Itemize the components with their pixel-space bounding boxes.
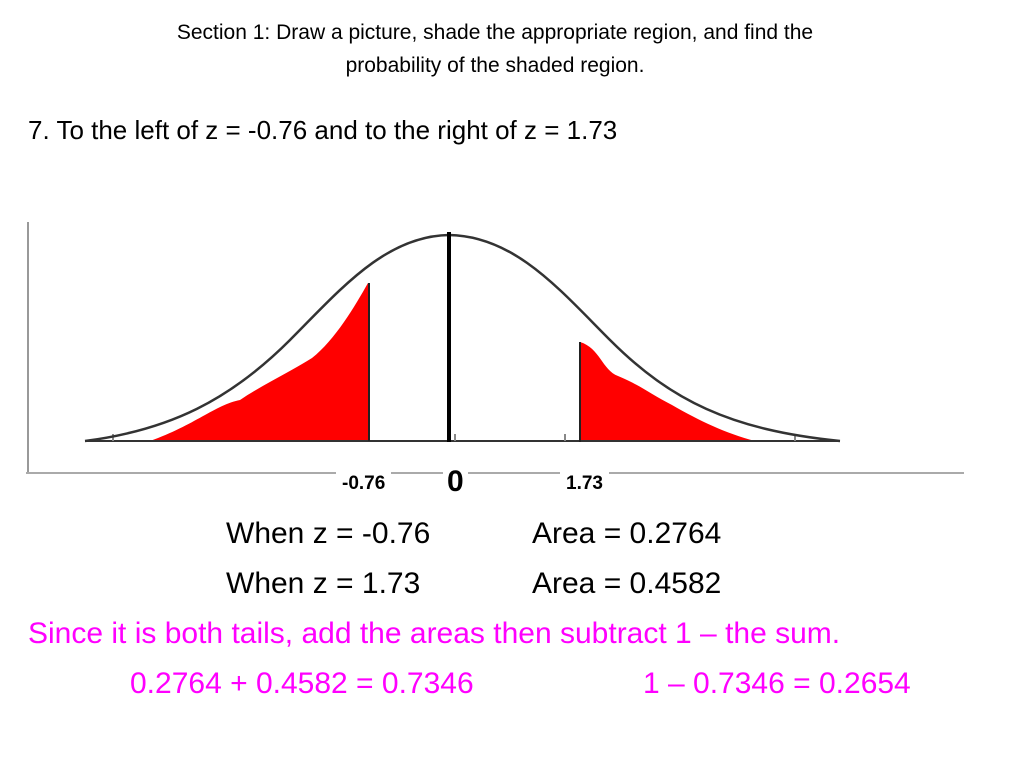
left-tail-shaded-region xyxy=(150,283,370,441)
bell-curve xyxy=(84,233,841,443)
explanation-text: Since it is both tails, add the areas th… xyxy=(28,617,841,650)
difference-calculation: 1 – 0.7346 = 0.2654 xyxy=(643,667,911,700)
question-text: 7. To the left of z = -0.76 and to the r… xyxy=(28,115,618,145)
result-when: When z = -0.76 xyxy=(226,517,431,550)
section-header-line-2: probability of the shaded region. xyxy=(345,54,645,77)
result-when: When z = 1.73 xyxy=(226,567,421,600)
result-row: When z = -0.76 Area = 0.2764 xyxy=(226,514,721,554)
sum-calculation: 0.2764 + 0.4582 = 0.7346 xyxy=(130,667,474,700)
normal-curve-figure xyxy=(26,222,964,474)
right-tail-shaded-region xyxy=(580,342,755,442)
z-label-right: 1.73 xyxy=(560,472,609,496)
section-header: Section 1: Draw a picture, shade the app… xyxy=(60,16,930,82)
z-label-mean: 0 xyxy=(443,464,468,500)
z-label-left: -0.76 xyxy=(336,472,392,496)
result-area: Area = 0.2764 xyxy=(532,517,722,550)
result-area: Area = 0.4582 xyxy=(532,567,722,600)
section-header-line-1: Section 1: Draw a picture, shade the app… xyxy=(176,21,814,44)
result-row: When z = 1.73 Area = 0.4582 xyxy=(226,564,721,604)
